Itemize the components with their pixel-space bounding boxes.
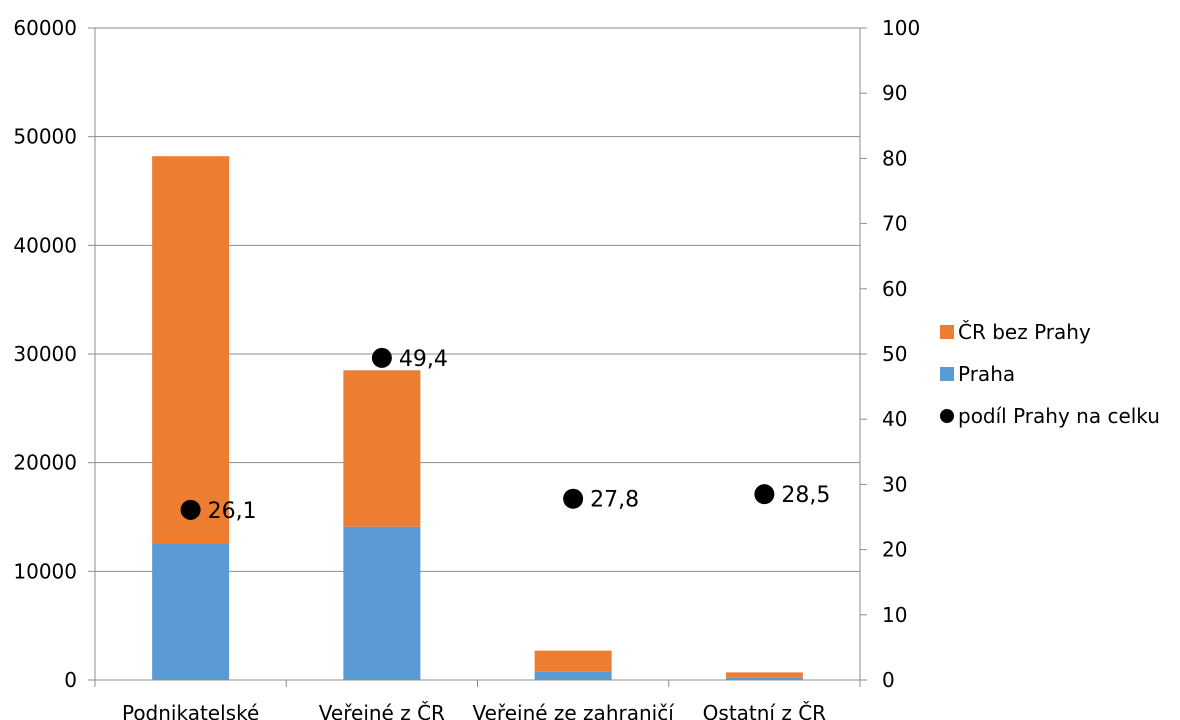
- left-tick-label: 40000: [13, 233, 77, 257]
- share-point: [563, 488, 584, 509]
- share-points: 26,1 49,4 27,8 28,5: [180, 347, 830, 524]
- category-labels: Podnikatelské Veřejné z ČR Veřejné ze zahr…: [122, 701, 826, 720]
- bar-praha: [343, 526, 421, 680]
- right-tick-label: 30: [882, 472, 907, 496]
- left-axis-ticks: 0 10000 20000 30000 40000 50000 60000: [13, 16, 77, 692]
- share-data-label: 49,4: [399, 347, 448, 372]
- share-data-label: 27,8: [590, 488, 639, 513]
- bars: [152, 156, 803, 680]
- right-tick-label: 70: [882, 212, 907, 236]
- right-tick-label: 10: [882, 603, 907, 627]
- share-point: [371, 347, 392, 368]
- right-tick-label: 100: [882, 16, 920, 40]
- share-data-label: 26,1: [208, 499, 257, 524]
- left-tick-label: 0: [64, 668, 77, 692]
- legend-label: Praha: [958, 362, 1015, 386]
- bar-cr-bez-prahy: [725, 672, 803, 678]
- bar-praha: [152, 543, 230, 680]
- legend-swatch: [940, 367, 954, 381]
- share-data-label: 28,5: [781, 483, 830, 508]
- legend-swatch: [940, 325, 954, 339]
- left-tick-label: 50000: [13, 125, 77, 149]
- bar-cr-bez-prahy: [534, 650, 612, 672]
- bar-cr-bez-prahy: [343, 370, 421, 527]
- share-point: [754, 484, 775, 505]
- legend-label: ČR bez Prahy: [958, 320, 1091, 344]
- left-tick-label: 20000: [13, 451, 77, 475]
- left-tick-label: 10000: [13, 559, 77, 583]
- category-label: Podnikatelské: [122, 701, 259, 720]
- right-tick-label: 50: [882, 342, 907, 366]
- right-tick-label: 60: [882, 277, 907, 301]
- legend-marker: [940, 409, 954, 423]
- share-point: [180, 499, 201, 520]
- left-tick-label: 60000: [13, 16, 77, 40]
- category-label: Ostatní z ČR: [703, 701, 827, 720]
- bar-praha: [534, 671, 612, 680]
- bar-praha: [725, 677, 803, 680]
- axes: [88, 27, 867, 687]
- left-tick-label: 30000: [13, 342, 77, 366]
- bar-cr-bez-prahy: [152, 156, 230, 544]
- right-axis-ticks: 0 10 20 30 40 50 60 70 80 90 100: [882, 16, 920, 692]
- category-label: Veřejné z ČR: [319, 701, 445, 720]
- right-tick-label: 40: [882, 407, 907, 431]
- right-tick-label: 90: [882, 81, 907, 105]
- category-label: Veřejné ze zahraničí: [472, 701, 675, 720]
- right-tick-label: 20: [882, 538, 907, 562]
- legend: ČR bez Prahy Praha podíl Prahy na celku: [940, 320, 1160, 428]
- legend-label: podíl Prahy na celku: [958, 404, 1160, 428]
- right-tick-label: 0: [882, 668, 895, 692]
- right-tick-label: 80: [882, 146, 907, 170]
